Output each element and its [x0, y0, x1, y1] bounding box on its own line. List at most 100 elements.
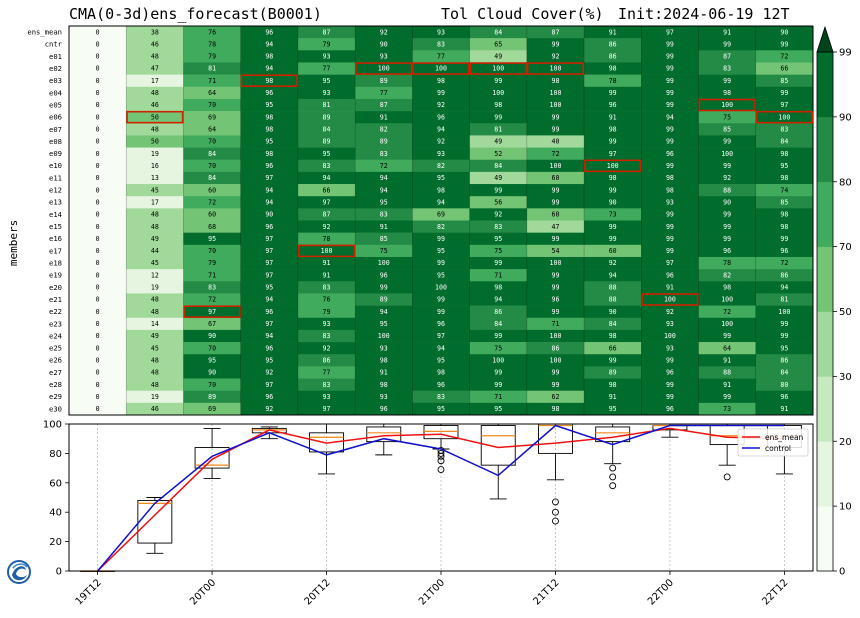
heatmap-cell: [755, 50, 814, 63]
heatmap-cell-value: 0: [96, 113, 100, 121]
heatmap-cell-value: 79: [208, 53, 216, 61]
heatmap-cell: [755, 256, 814, 270]
heatmap-cell: [526, 220, 585, 233]
member-label: e14: [49, 210, 62, 219]
heatmap-cell-value: 89: [380, 77, 388, 85]
colorbar-tick-label: 30: [839, 372, 852, 383]
heatmap-cell: [297, 74, 356, 88]
heatmap-cell: [641, 62, 699, 75]
heatmap-cell: [755, 329, 814, 343]
heatmap-cell-value: 0: [96, 126, 100, 134]
heatmap-cell-value: 83: [437, 40, 445, 48]
heatmap-cell-value: 100: [778, 308, 790, 316]
highlight-box: [183, 305, 241, 318]
heatmap-cell-value: 89: [208, 393, 216, 401]
heatmap-cell: [755, 98, 814, 112]
heatmap-cell-value: 0: [96, 369, 100, 377]
heatmap-cell-value: 70: [208, 381, 216, 389]
heatmap-cell: [698, 220, 757, 233]
heatmap-cell: [641, 354, 699, 367]
heatmap-cell-value: 91: [780, 405, 788, 413]
heatmap-cell: [297, 111, 356, 124]
heatmap-cell: [584, 62, 642, 75]
heatmap-cell: [584, 293, 642, 306]
heatmap-cell: [297, 305, 356, 319]
heatmap-cell: [126, 256, 184, 270]
heatmap-cell: [355, 74, 413, 88]
heatmap-cell-value: 97: [265, 259, 273, 267]
heatmap-cell-value: 82: [380, 126, 388, 134]
heatmap-cell: [126, 390, 184, 404]
heatmap-cell-value: 45: [151, 259, 159, 267]
heatmap-cell: [584, 390, 642, 404]
heatmap-cell-value: 48: [151, 211, 159, 219]
heatmap-cell: [526, 135, 585, 148]
heatmap-cell-value: 72: [208, 296, 216, 304]
heatmap-cell-value: 71: [494, 393, 502, 401]
heatmap-cell: [69, 159, 127, 173]
highlight-box: [412, 62, 470, 75]
heatmap-cell-value: 99: [494, 113, 502, 121]
heatmap-cell: [469, 26, 528, 39]
heatmap-cell: [412, 305, 470, 319]
heatmap-cell-value: 16: [151, 162, 159, 170]
heatmap-cell-value: 97: [609, 150, 617, 158]
heatmap-cell-value: 54: [551, 247, 559, 255]
heatmap-cell-value: 90: [609, 198, 617, 206]
heatmap-cell-value: 68: [208, 223, 216, 231]
heatmap-cell: [183, 62, 241, 75]
heatmap-cell: [412, 256, 470, 270]
heatmap-cell-value: 98: [437, 77, 445, 85]
heatmap-cell-value: 95: [437, 405, 445, 413]
heatmap-cell: [183, 86, 241, 100]
heatmap-cell-value: 83: [323, 284, 331, 292]
heatmap-cell-value: 60: [208, 211, 216, 219]
highlight-box: [469, 62, 527, 75]
heatmap-cell: [69, 111, 127, 124]
heatmap-cell-value: 83: [323, 162, 331, 170]
heatmap-cell-value: 92: [666, 308, 674, 316]
heatmap-cell-value: 94: [265, 198, 273, 206]
heatmap-cell: [526, 50, 585, 63]
heatmap-cell-value: 48: [151, 53, 159, 61]
heatmap-cell: [526, 390, 585, 404]
colorbar-extend-arrow: [816, 25, 834, 53]
heatmap-cell: [526, 366, 585, 379]
heatmap-cell: [355, 329, 413, 343]
heatmap-cell-value: 98: [265, 113, 273, 121]
heatmap-cell: [69, 196, 127, 209]
heatmap-cell-value: 95: [323, 150, 331, 158]
x-tick-label: 22T00: [646, 577, 676, 607]
heatmap-cell-value: 99: [494, 259, 502, 267]
heatmap-cell: [240, 123, 299, 136]
heatmap-cell-value: 17: [151, 198, 159, 206]
member-label: e15: [49, 222, 62, 231]
heatmap-cell: [469, 74, 528, 88]
heatmap-cell: [641, 135, 699, 148]
heatmap-cell: [297, 135, 356, 148]
heatmap-cell: [69, 220, 127, 233]
member-label: e11: [49, 173, 62, 182]
heatmap-cell-value: 94: [265, 40, 273, 48]
heatmap-cell: [183, 135, 241, 148]
heatmap-cell-value: 78: [208, 40, 216, 48]
heatmap-cell: [584, 123, 642, 136]
heatmap-cell-value: 97: [780, 101, 788, 109]
heatmap-cell: [755, 390, 814, 404]
colorbar-tick-label: 80: [839, 177, 852, 188]
heatmap-cell: [584, 38, 642, 51]
heatmap-cell: [469, 196, 528, 209]
heatmap-cell: [355, 366, 413, 379]
heatmap-cell-value: 0: [96, 381, 100, 389]
heatmap-cell: [240, 232, 299, 246]
heatmap-cell: [297, 26, 356, 39]
heatmap-cell-value: 0: [96, 53, 100, 61]
heatmap-cell: [297, 402, 356, 416]
heatmap-cell: [526, 329, 585, 343]
heatmap-cell-value: 98: [265, 77, 273, 85]
heatmap-cell: [584, 220, 642, 233]
heatmap-cell-value: 91: [666, 284, 674, 292]
heatmap-cell-value: 48: [151, 356, 159, 364]
heatmap-cell: [755, 38, 814, 51]
